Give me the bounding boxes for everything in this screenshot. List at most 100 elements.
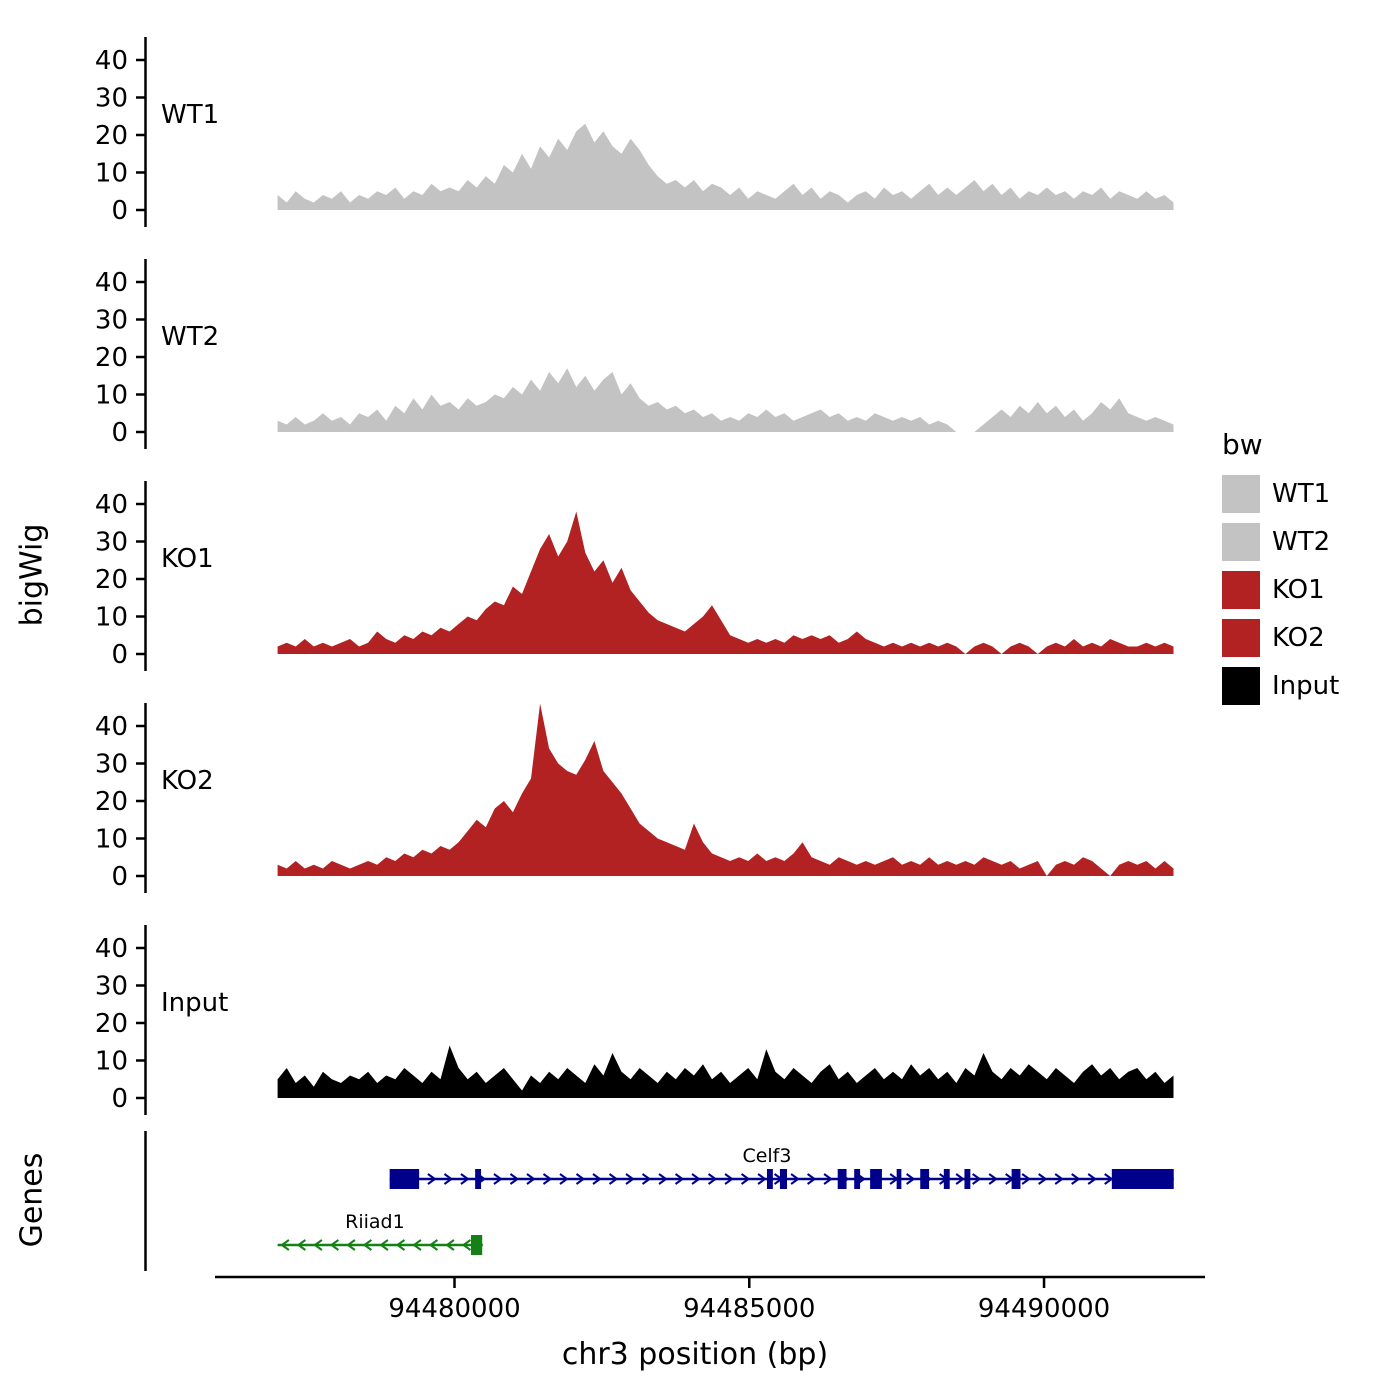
legend-swatch-Input: [1222, 667, 1260, 705]
strand-arrow-icon: [707, 1173, 718, 1185]
y-tick-label: 10: [95, 603, 128, 633]
y-tick-label: 10: [95, 159, 128, 189]
gene-exon-Celf3: [870, 1169, 882, 1189]
y-tick-label: 20: [95, 121, 128, 151]
gene-exon-Celf3: [920, 1169, 930, 1189]
strand-arrow-icon: [608, 1173, 619, 1185]
y-tick-label: 40: [95, 46, 128, 76]
gene-exon-Celf3: [854, 1169, 861, 1189]
track-plot-WT1: 0 10 20 30 40 WT1: [95, 37, 1174, 227]
genes-track-panel: Celf3 Riiad1: [55, 1125, 1215, 1275]
strand-arrow-icon: [460, 1173, 470, 1185]
legend-swatch-WT1: [1222, 475, 1260, 513]
y-tick-label: 40: [95, 934, 128, 964]
strand-arrow-icon: [790, 1173, 800, 1185]
y-tick-label: 10: [95, 825, 128, 855]
track-label-KO2: KO2: [161, 766, 214, 796]
strand-arrow-icon: [445, 1239, 455, 1251]
y-tick-label: 30: [95, 972, 128, 1002]
gene-exon-Celf3: [837, 1169, 847, 1189]
gene-exon-Celf3: [964, 1169, 971, 1189]
gene-exon-Celf3: [389, 1169, 420, 1189]
strand-arrow-icon: [542, 1173, 553, 1185]
strand-arrow-icon: [691, 1173, 701, 1185]
coverage-area-WT2: [277, 368, 1174, 432]
gene-exon-Celf3: [475, 1169, 482, 1189]
strand-arrow-icon: [526, 1173, 536, 1185]
strand-arrow-icon: [1021, 1173, 1031, 1185]
coverage-area-KO1: [277, 511, 1174, 654]
strand-arrow-icon: [1104, 1173, 1114, 1185]
y-tick-label: 30: [95, 84, 128, 114]
legend: bw WT1 WT2 KO1 KO2 Input: [1222, 428, 1392, 715]
track-panel-KO1: 0 10 20 30 40 KO1: [55, 459, 1215, 681]
strand-arrow-icon: [509, 1173, 520, 1185]
track-panel-KO2: 0 10 20 30 40 KO2: [55, 681, 1215, 903]
y-tick-label: 20: [95, 787, 128, 817]
strand-arrow-icon: [428, 1239, 439, 1251]
strand-arrow-icon: [757, 1173, 767, 1185]
track-plot-KO1: 0 10 20 30 40 KO1: [95, 481, 1174, 671]
y-tick-label: 0: [111, 196, 128, 226]
legend-label: KO1: [1272, 575, 1325, 605]
track-plot-WT2: 0 10 20 30 40 WT2: [95, 259, 1174, 449]
x-tick-label: 94485000: [683, 1294, 815, 1324]
y-axis-title: bigWig: [14, 523, 50, 627]
strand-arrow-icon: [412, 1239, 422, 1251]
strand-arrow-icon: [906, 1173, 916, 1185]
strand-arrow-icon: [823, 1173, 833, 1185]
strand-arrow-icon: [346, 1239, 356, 1251]
y-tick-label: 40: [95, 268, 128, 298]
track-label-KO1: KO1: [161, 544, 214, 574]
strand-arrow-icon: [988, 1173, 998, 1185]
legend-entry-WT1: WT1: [1222, 475, 1392, 513]
gene-exon-Celf3: [1111, 1169, 1174, 1189]
track-label-WT2: WT2: [161, 322, 219, 352]
legend-label: WT1: [1272, 479, 1331, 509]
y-tick-label: 20: [95, 343, 128, 373]
legend-entry-Input: Input: [1222, 667, 1392, 705]
gene-label-Riiad1: Riiad1: [345, 1211, 405, 1233]
x-axis: 94480000 94485000 94490000: [55, 1275, 1215, 1335]
strand-arrow-icon: [955, 1173, 965, 1185]
strand-arrow-icon: [1054, 1173, 1064, 1185]
strand-arrow-icon: [296, 1239, 306, 1251]
y-tick-label: 0: [111, 1084, 128, 1114]
strand-arrow-icon: [641, 1173, 652, 1185]
legend-entry-KO2: KO2: [1222, 619, 1392, 657]
strand-arrow-icon: [362, 1239, 373, 1251]
track-panel-WT2: 0 10 20 30 40 WT2: [55, 237, 1215, 459]
x-axis-plot: 94480000 94485000 94490000: [215, 1275, 1205, 1324]
plot-area: 0 10 20 30 40 WT1 0 10 20 30 40 WT2 0 10 20 30 40 KO1 0 10 2…: [55, 15, 1215, 1372]
legend-swatch-KO2: [1222, 619, 1260, 657]
gene-exon-Celf3: [766, 1169, 773, 1189]
strand-arrow-icon: [379, 1239, 389, 1251]
strand-arrow-icon: [724, 1173, 734, 1185]
track-plot-Input: 0 10 20 30 40 Input: [95, 925, 1174, 1115]
legend-entry-WT2: WT2: [1222, 523, 1392, 561]
x-tick-label: 94480000: [388, 1294, 520, 1324]
genes-plot: Celf3 Riiad1: [144, 1131, 1174, 1271]
y-tick-label: 0: [111, 640, 128, 670]
strand-arrow-icon: [674, 1173, 685, 1185]
coverage-area-KO2: [277, 703, 1174, 876]
strand-arrow-icon: [658, 1173, 668, 1185]
legend-entries: WT1 WT2 KO1 KO2 Input: [1222, 475, 1392, 705]
strand-arrow-icon: [559, 1173, 569, 1185]
strand-arrow-icon: [740, 1173, 751, 1185]
strand-arrow-icon: [806, 1173, 817, 1185]
strand-arrow-icon: [329, 1239, 340, 1251]
track-plot-KO2: 0 10 20 30 40 KO2: [95, 703, 1174, 893]
strand-arrow-icon: [313, 1239, 323, 1251]
y-tick-label: 20: [95, 565, 128, 595]
strand-arrow-icon: [1071, 1173, 1081, 1185]
strand-arrow-icon: [443, 1173, 454, 1185]
legend-swatch-KO1: [1222, 571, 1260, 609]
coverage-tracks: 0 10 20 30 40 WT1 0 10 20 30 40 WT2 0 10 20 30 40 KO1 0 10 2…: [55, 15, 1215, 1125]
gene-exon-Celf3: [943, 1169, 950, 1189]
strand-arrow-icon: [1087, 1173, 1097, 1185]
gene-label-Celf3: Celf3: [742, 1145, 791, 1167]
gene-exon-Riiad1: [471, 1235, 483, 1255]
y-tick-label: 30: [95, 528, 128, 558]
strand-arrow-icon: [461, 1239, 472, 1251]
